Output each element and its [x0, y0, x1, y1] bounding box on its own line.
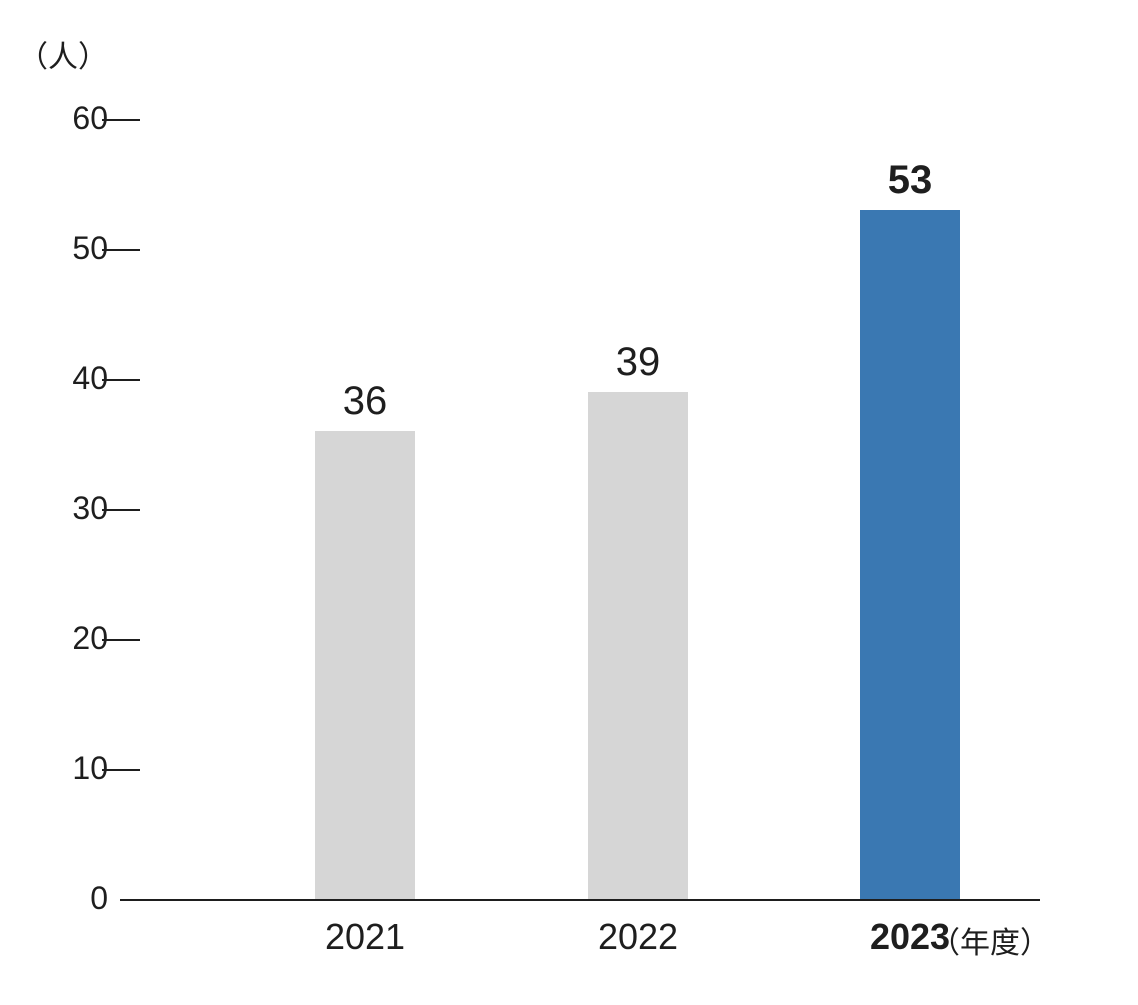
bar-value-label: 36 [343, 379, 388, 424]
y-tick-label: 60 [48, 100, 108, 137]
plot-area: 0102030405060362021392022532023 [120, 120, 1040, 900]
y-axis-unit-label: （人） [18, 32, 108, 76]
y-tick-label: 20 [48, 620, 108, 657]
bar-value-label: 53 [888, 158, 933, 203]
y-tick-label: 40 [48, 360, 108, 397]
x-category-label: 2022 [598, 916, 678, 958]
y-tick-label: 0 [48, 880, 108, 917]
bar [588, 392, 688, 899]
x-category-label: 2021 [325, 916, 405, 958]
bar-value-label: 39 [616, 340, 661, 385]
y-tick-label: 50 [48, 230, 108, 267]
y-tick-label: 10 [48, 750, 108, 787]
y-tick-label: 30 [48, 490, 108, 527]
bar [860, 210, 960, 899]
bar-chart: （人） 0102030405060362021392022532023 （年度） [0, 0, 1138, 1005]
bar [315, 431, 415, 899]
x-axis-line [120, 899, 1040, 901]
x-axis-unit-label: （年度） [930, 918, 1050, 962]
